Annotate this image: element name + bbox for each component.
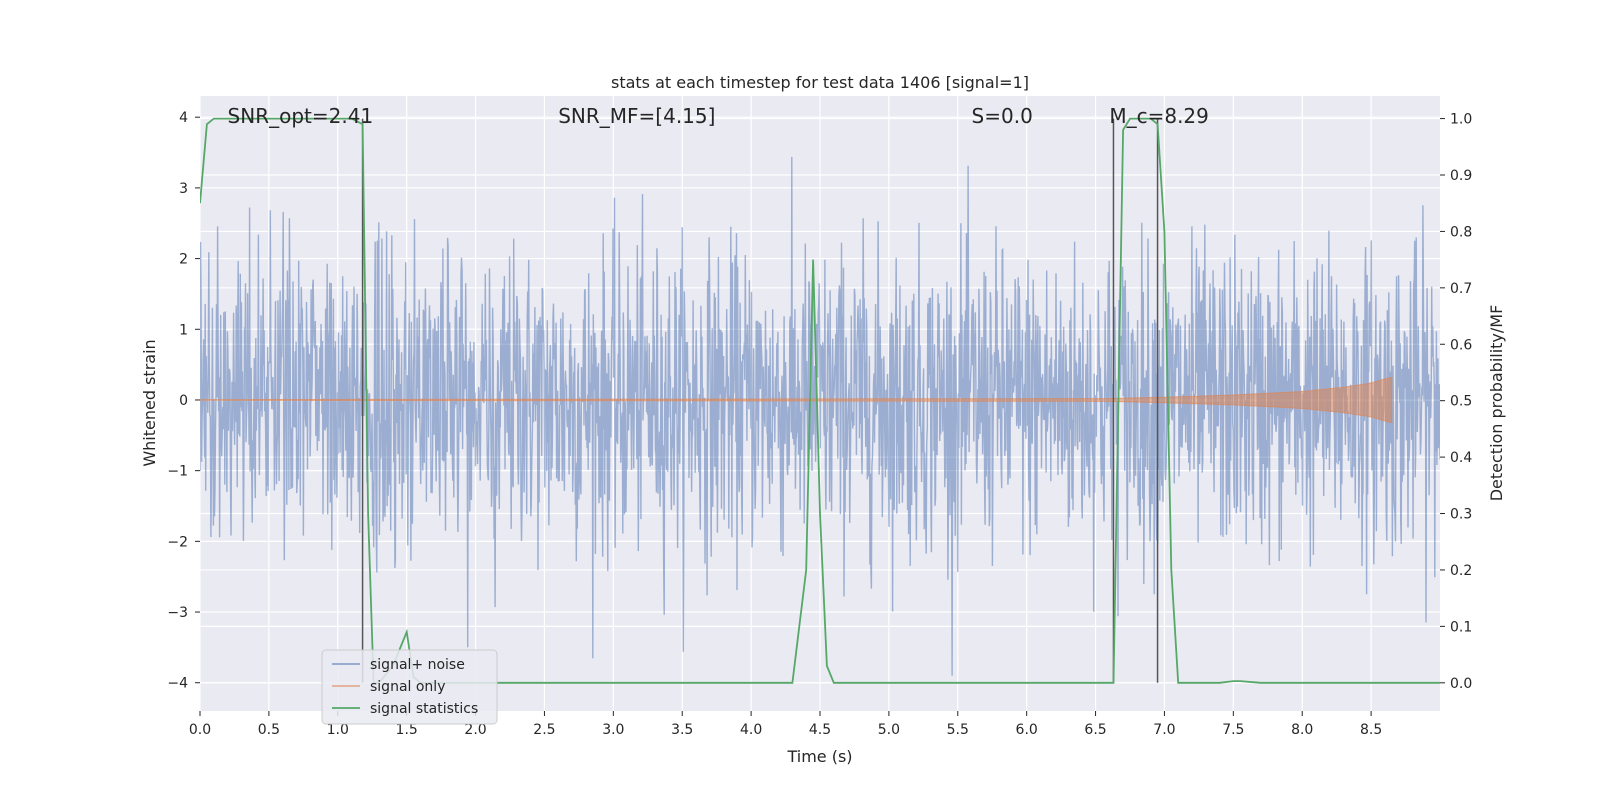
y-right-tick-label: 0.3 xyxy=(1450,507,1472,523)
y-right-tick-label: 0.7 xyxy=(1450,281,1472,297)
x-tick-label: 4.0 xyxy=(740,722,762,738)
y-left-tick-label: 4 xyxy=(179,110,188,126)
y-left-tick-label: 2 xyxy=(179,252,188,268)
x-tick-label: 5.0 xyxy=(878,722,900,738)
x-tick-label: 3.0 xyxy=(602,722,624,738)
x-tick-label: 4.5 xyxy=(809,722,831,738)
x-tick-label: 3.5 xyxy=(671,722,693,738)
y-right-tick-label: 0.2 xyxy=(1450,563,1472,579)
stat-annotation: M_c=8.29 xyxy=(1109,104,1209,128)
y-left-tick-label: 0 xyxy=(179,393,188,409)
x-tick-label: 8.0 xyxy=(1291,722,1313,738)
x-tick-label: 7.0 xyxy=(1153,722,1175,738)
x-tick-label: 6.0 xyxy=(1016,722,1038,738)
y-left-tick-label: −1 xyxy=(167,464,188,480)
x-axis-label: Time (s) xyxy=(786,747,852,766)
legend-label: signal statistics xyxy=(370,701,478,717)
x-tick-label: 2.5 xyxy=(533,722,555,738)
stat-annotation: SNR_opt=2.41 xyxy=(228,104,374,128)
x-tick-label: 0.5 xyxy=(258,722,280,738)
legend-label: signal only xyxy=(370,679,445,695)
legend: signal+ noise signal only signal statistic… xyxy=(322,650,497,724)
y-right-tick-label: 0.9 xyxy=(1450,168,1472,184)
y-left-tick-label: −2 xyxy=(167,534,188,550)
x-tick-label: 0.0 xyxy=(189,722,211,738)
x-tick-label: 6.5 xyxy=(1084,722,1106,738)
y-right-tick-label: 0.5 xyxy=(1450,394,1472,410)
x-tick-label: 5.5 xyxy=(947,722,969,738)
x-tick-label: 7.5 xyxy=(1222,722,1244,738)
y-right-tick-label: 1.0 xyxy=(1450,112,1472,128)
legend-label: signal+ noise xyxy=(370,657,465,673)
y-right-tick-label: 0.4 xyxy=(1450,450,1472,466)
y-right-tick-label: 0.8 xyxy=(1450,224,1472,240)
y-axis-label-left: Whitened strain xyxy=(140,339,159,466)
chart-title: stats at each timestep for test data 140… xyxy=(611,73,1029,92)
y-axis-label-right: Detection probability/MF xyxy=(1487,305,1506,502)
y-left-tick-label: −3 xyxy=(167,605,188,621)
stat-annotation: S=0.0 xyxy=(972,104,1033,128)
x-tick-label: 8.5 xyxy=(1360,722,1382,738)
y-right-tick-label: 0.0 xyxy=(1450,676,1472,692)
y-left-tick-label: −4 xyxy=(167,676,188,692)
y-left-tick-label: 3 xyxy=(179,181,188,197)
y-right-tick-label: 0.1 xyxy=(1450,619,1472,635)
stat-annotation: SNR_MF=[4.15] xyxy=(558,104,715,128)
y-left-tick-label: 1 xyxy=(179,322,188,338)
y-right-tick-label: 0.6 xyxy=(1450,337,1472,353)
